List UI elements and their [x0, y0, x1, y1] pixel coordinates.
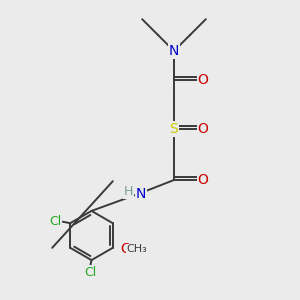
Text: O: O: [120, 242, 131, 256]
Text: S: S: [169, 122, 178, 136]
Text: N: N: [169, 44, 179, 58]
Text: Cl: Cl: [84, 266, 96, 279]
Text: Cl: Cl: [49, 215, 61, 228]
Text: O: O: [198, 73, 208, 86]
Text: N: N: [136, 187, 146, 200]
Text: H: H: [124, 185, 133, 198]
Text: O: O: [198, 173, 208, 187]
Text: O: O: [198, 122, 208, 136]
Text: CH₃: CH₃: [126, 244, 147, 254]
